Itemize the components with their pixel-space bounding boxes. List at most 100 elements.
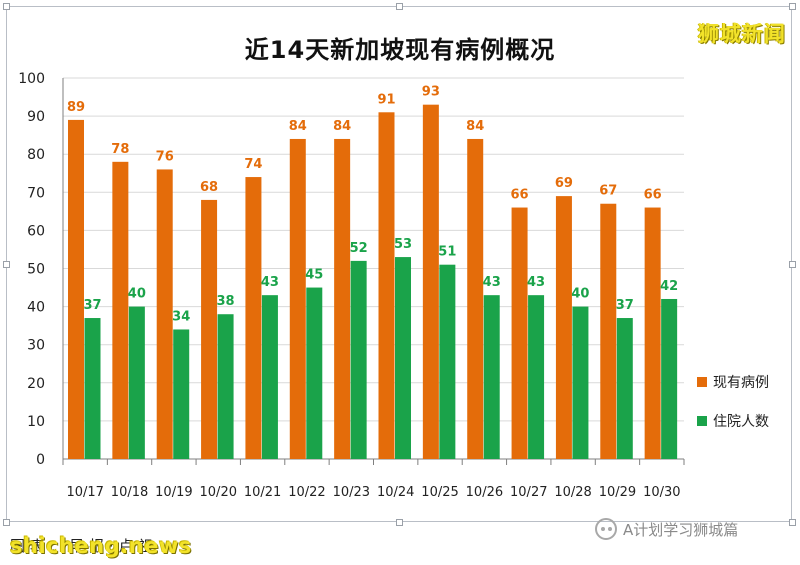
data-label-current-cases: 69: [555, 176, 573, 191]
bar-hospitalised: [661, 298, 678, 459]
legend-label: 现有病例: [713, 375, 769, 391]
bar-hospitalised: [128, 306, 145, 459]
bar-current-cases: [467, 138, 484, 459]
data-label-hospitalised: 52: [350, 241, 368, 256]
y-tick-label: 20: [27, 376, 45, 392]
data-label-hospitalised: 37: [616, 298, 634, 313]
data-label-current-cases: 68: [200, 180, 218, 195]
y-tick-label: 10: [27, 414, 45, 430]
bar-hospitalised: [528, 295, 545, 459]
data-label-current-cases: 84: [289, 119, 307, 134]
y-tick-label: 50: [27, 262, 45, 278]
chart-source: 图 表 ： 早 报 · 卢 祖: [10, 537, 154, 555]
bar-current-cases: [644, 207, 661, 459]
chart-title: 近14天新加坡现有病例概况: [244, 36, 556, 64]
wechat-account: A计划学习狮城篇: [595, 517, 738, 541]
data-label-current-cases: 67: [599, 184, 617, 199]
data-label-hospitalised: 51: [438, 245, 456, 260]
bar-current-cases: [334, 138, 351, 459]
y-tick-label: 70: [27, 185, 45, 201]
bar-hospitalised: [217, 314, 234, 459]
resize-handle-bottom-right[interactable]: [789, 519, 796, 526]
data-label-hospitalised: 53: [394, 237, 412, 252]
legend-swatch: [697, 377, 707, 387]
legend-swatch: [697, 416, 707, 426]
brand-logo-text: 狮城新闻: [698, 22, 786, 46]
bar-hospitalised: [261, 295, 278, 459]
data-label-current-cases: 84: [333, 119, 351, 134]
data-label-hospitalised: 40: [571, 287, 589, 302]
data-label-hospitalised: 34: [172, 309, 190, 324]
data-label-hospitalised: 43: [261, 275, 279, 290]
data-label-current-cases: 66: [511, 188, 529, 203]
bar-current-cases: [511, 207, 528, 459]
y-tick-label: 100: [18, 71, 45, 87]
data-label-current-cases: 93: [422, 85, 440, 100]
bar-current-cases: [112, 161, 129, 459]
data-label-hospitalised: 43: [527, 275, 545, 290]
resize-handle-left[interactable]: [3, 261, 10, 268]
y-tick-label: 40: [27, 300, 45, 316]
y-tick-label: 80: [27, 147, 45, 163]
data-label-current-cases: 66: [644, 188, 662, 203]
y-tick-label: 60: [27, 223, 45, 239]
bar-current-cases: [68, 119, 84, 459]
data-label-current-cases: 74: [244, 157, 262, 172]
resize-handle-bottom-left[interactable]: [3, 519, 10, 526]
watermark-text: shicheng.news: [10, 534, 192, 558]
x-tick-label: 10/26: [466, 485, 503, 500]
x-tick-label: 10/25: [421, 485, 458, 500]
x-tick-label: 10/29: [599, 485, 636, 500]
data-label-hospitalised: 38: [217, 294, 235, 309]
x-tick-label: 10/30: [643, 485, 680, 500]
wechat-account-name: A计划学习狮城篇: [623, 520, 739, 539]
resize-handle-right[interactable]: [789, 261, 796, 268]
y-tick-label: 0: [36, 452, 45, 468]
wechat-icon: [595, 518, 617, 540]
resize-handle-top-left[interactable]: [3, 3, 10, 10]
x-tick-label: 10/20: [200, 485, 237, 500]
x-tick-label: 10/24: [377, 485, 414, 500]
x-tick-label: 10/22: [288, 485, 325, 500]
x-tick-label: 10/28: [554, 485, 591, 500]
data-label-current-cases: 78: [111, 142, 129, 157]
resize-handle-top-right[interactable]: [789, 3, 796, 10]
data-label-hospitalised: 43: [483, 275, 501, 290]
bar-hospitalised: [84, 318, 101, 459]
bar-hospitalised: [439, 264, 456, 459]
data-label-hospitalised: 40: [128, 287, 146, 302]
data-label-hospitalised: 42: [660, 279, 678, 294]
x-tick-label: 10/18: [111, 485, 148, 500]
resize-handle-bottom[interactable]: [396, 519, 403, 526]
x-tick-label: 10/21: [244, 485, 281, 500]
bar-current-cases: [600, 203, 617, 459]
legend-label: 住院人数: [713, 414, 769, 430]
data-label-current-cases: 91: [377, 92, 395, 107]
bar-hospitalised: [483, 295, 500, 459]
data-label-current-cases: 84: [466, 119, 484, 134]
x-tick-label: 10/23: [333, 485, 370, 500]
bar-current-cases: [289, 138, 306, 459]
bar-hospitalised: [572, 306, 589, 459]
y-tick-label: 90: [27, 109, 45, 125]
bar-current-cases: [245, 177, 262, 459]
bar-hospitalised: [616, 318, 633, 459]
data-label-hospitalised: 37: [83, 298, 101, 313]
bar-current-cases: [156, 169, 173, 459]
data-label-current-cases: 76: [156, 149, 174, 164]
bar-hospitalised: [350, 260, 367, 459]
data-label-current-cases: 89: [67, 100, 85, 115]
bar-hospitalised: [395, 257, 411, 459]
resize-handle-top[interactable]: [396, 3, 403, 10]
bar-current-cases: [422, 104, 439, 460]
x-tick-label: 10/27: [510, 485, 547, 500]
bar-current-cases: [555, 196, 572, 460]
x-tick-label: 10/19: [155, 485, 192, 500]
data-label-hospitalised: 45: [305, 268, 323, 283]
x-tick-label: 10/17: [66, 485, 103, 500]
bar-hospitalised: [306, 287, 323, 459]
bar-hospitalised: [173, 329, 190, 459]
bar-current-cases: [378, 112, 395, 459]
y-tick-label: 30: [27, 338, 45, 354]
